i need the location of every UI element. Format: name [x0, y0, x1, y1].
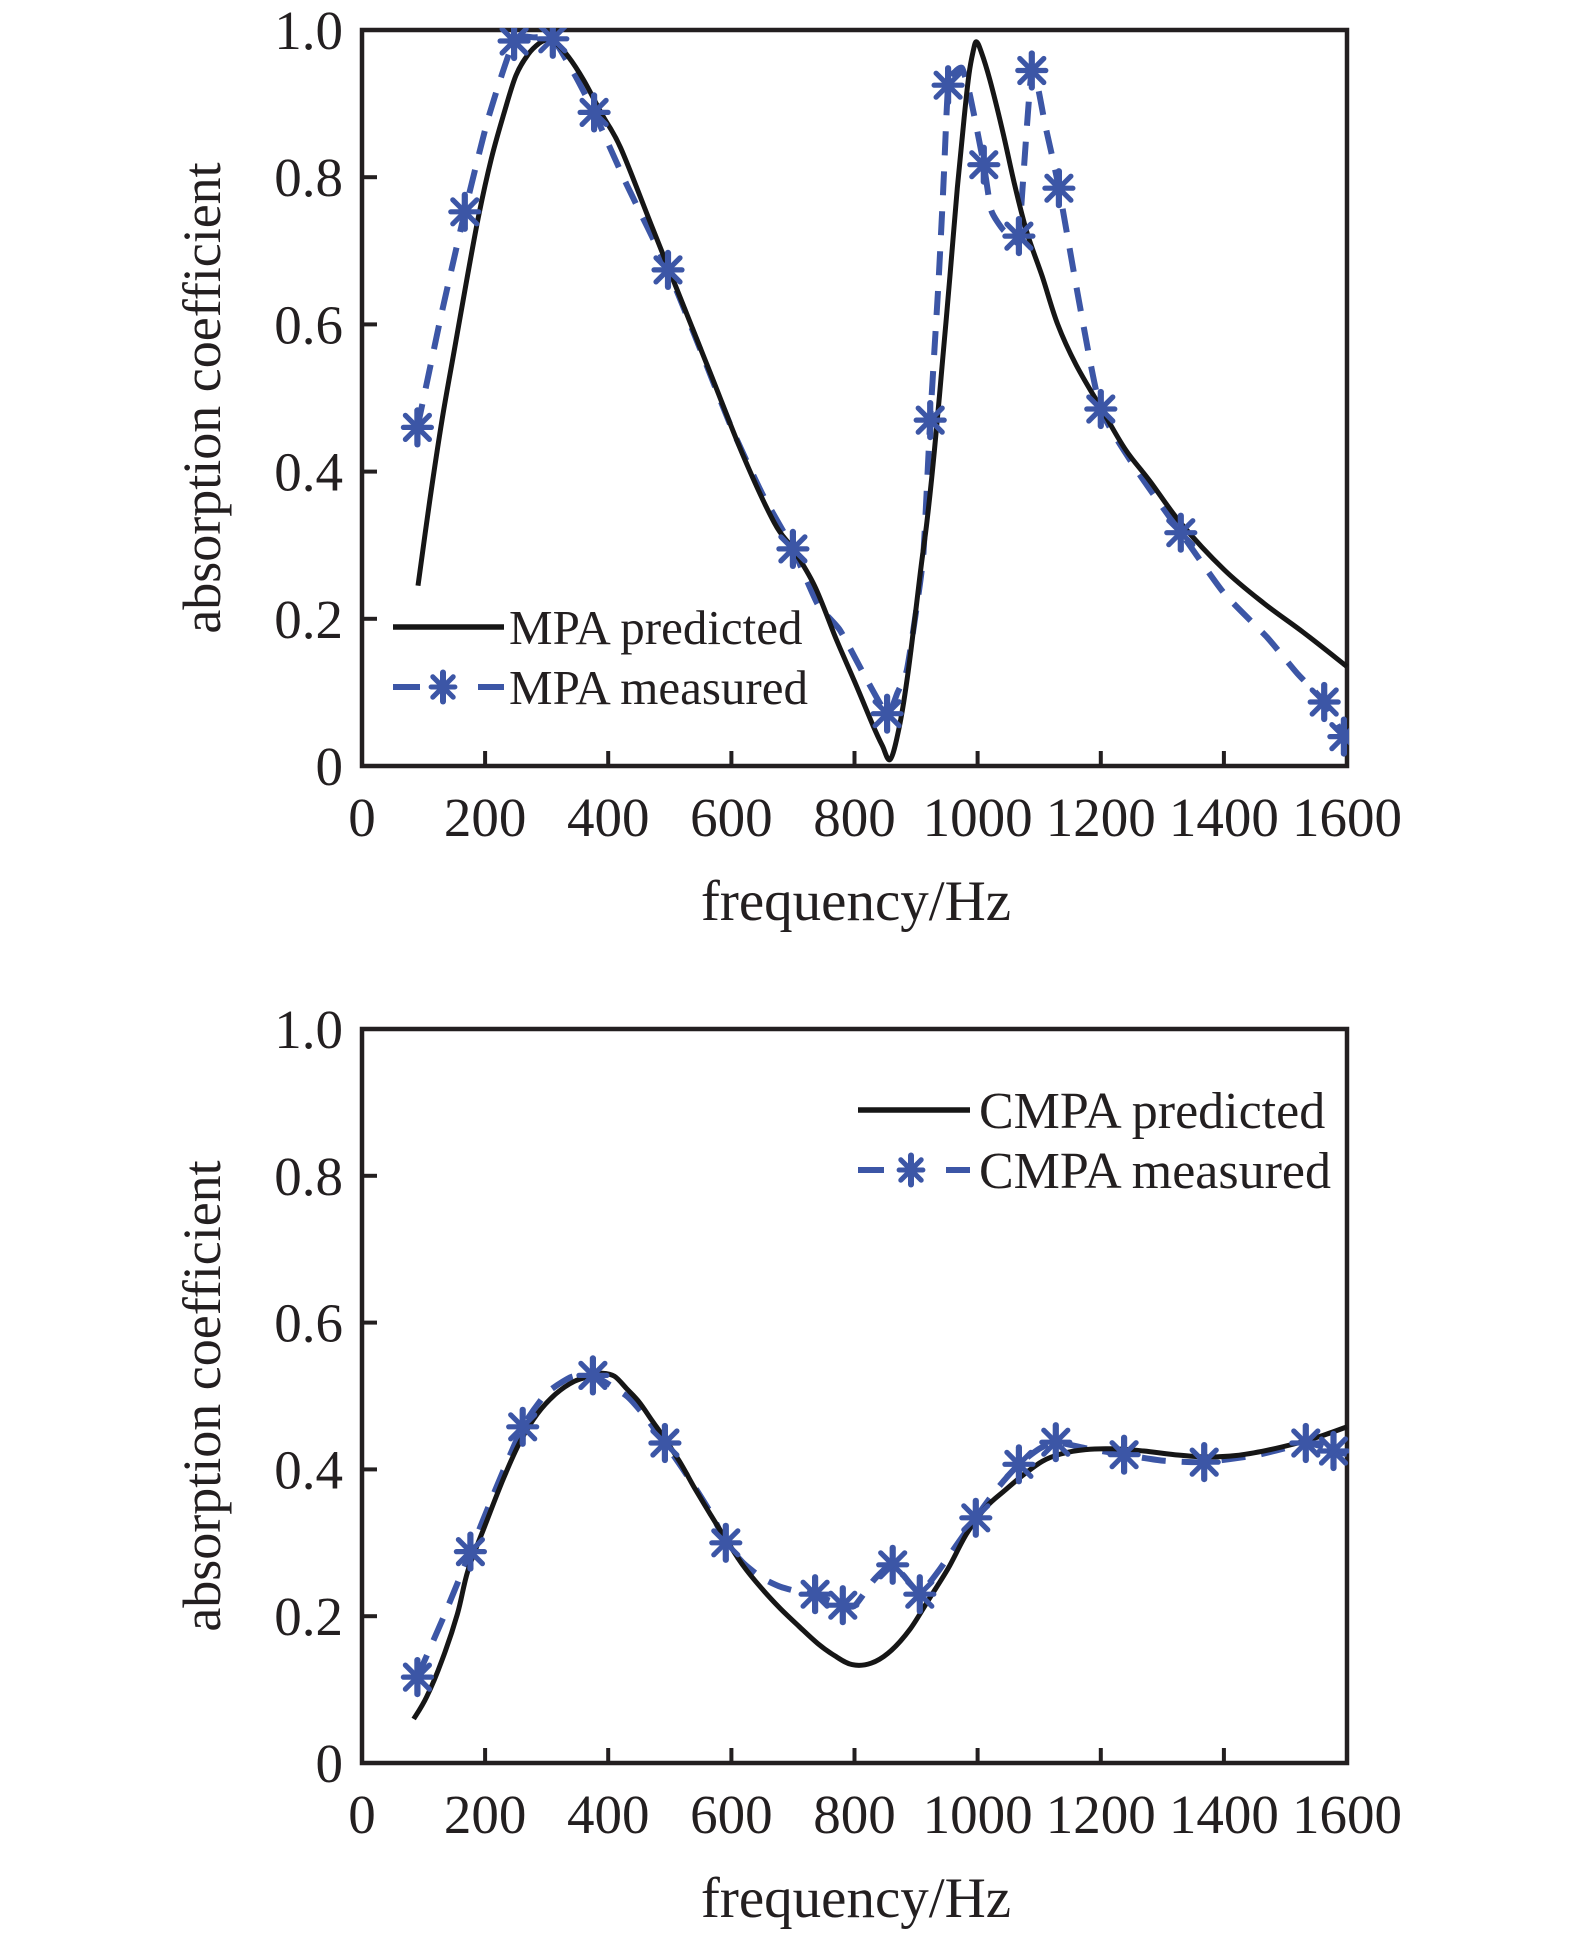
svg-text:1400: 1400 [1169, 1784, 1279, 1845]
svg-text:1400: 1400 [1169, 787, 1279, 848]
svg-text:600: 600 [690, 1784, 773, 1845]
svg-text:400: 400 [567, 787, 650, 848]
svg-text:absorption coefficient: absorption coefficient [172, 1160, 232, 1631]
svg-text:0.8: 0.8 [274, 147, 343, 208]
svg-text:absorption coefficient: absorption coefficient [172, 162, 232, 633]
svg-text:MPA measured: MPA measured [509, 660, 808, 715]
svg-text:0.8: 0.8 [274, 1146, 343, 1207]
svg-text:0.2: 0.2 [274, 589, 343, 650]
svg-text:800: 800 [813, 1784, 896, 1845]
svg-text:frequency/Hz: frequency/Hz [701, 1867, 1011, 1930]
svg-text:1000: 1000 [923, 787, 1033, 848]
svg-text:600: 600 [690, 787, 773, 848]
svg-text:1200: 1200 [1046, 787, 1156, 848]
svg-text:1000: 1000 [923, 1784, 1033, 1845]
svg-text:400: 400 [567, 1784, 650, 1845]
svg-text:0.4: 0.4 [274, 442, 343, 503]
svg-text:0: 0 [316, 736, 344, 797]
svg-text:1.0: 1.0 [274, 999, 343, 1060]
svg-text:CMPA predicted: CMPA predicted [979, 1083, 1325, 1140]
svg-text:800: 800 [813, 787, 896, 848]
svg-text:200: 200 [444, 1784, 527, 1845]
svg-text:0: 0 [348, 787, 376, 848]
svg-text:0.2: 0.2 [274, 1586, 343, 1647]
svg-text:0.6: 0.6 [274, 1293, 343, 1354]
svg-text:1.0: 1.0 [274, 0, 343, 61]
svg-text:0: 0 [316, 1733, 344, 1794]
svg-text:200: 200 [444, 787, 527, 848]
svg-text:frequency/Hz: frequency/Hz [701, 870, 1011, 933]
svg-text:0.6: 0.6 [274, 294, 343, 355]
svg-text:1600: 1600 [1292, 1784, 1402, 1845]
svg-text:0: 0 [348, 1784, 376, 1845]
svg-text:1600: 1600 [1292, 787, 1402, 848]
svg-text:1200: 1200 [1046, 1784, 1156, 1845]
svg-text:MPA predicted: MPA predicted [509, 600, 803, 655]
svg-text:CMPA measured: CMPA measured [979, 1143, 1331, 1200]
svg-text:0.4: 0.4 [274, 1439, 343, 1500]
